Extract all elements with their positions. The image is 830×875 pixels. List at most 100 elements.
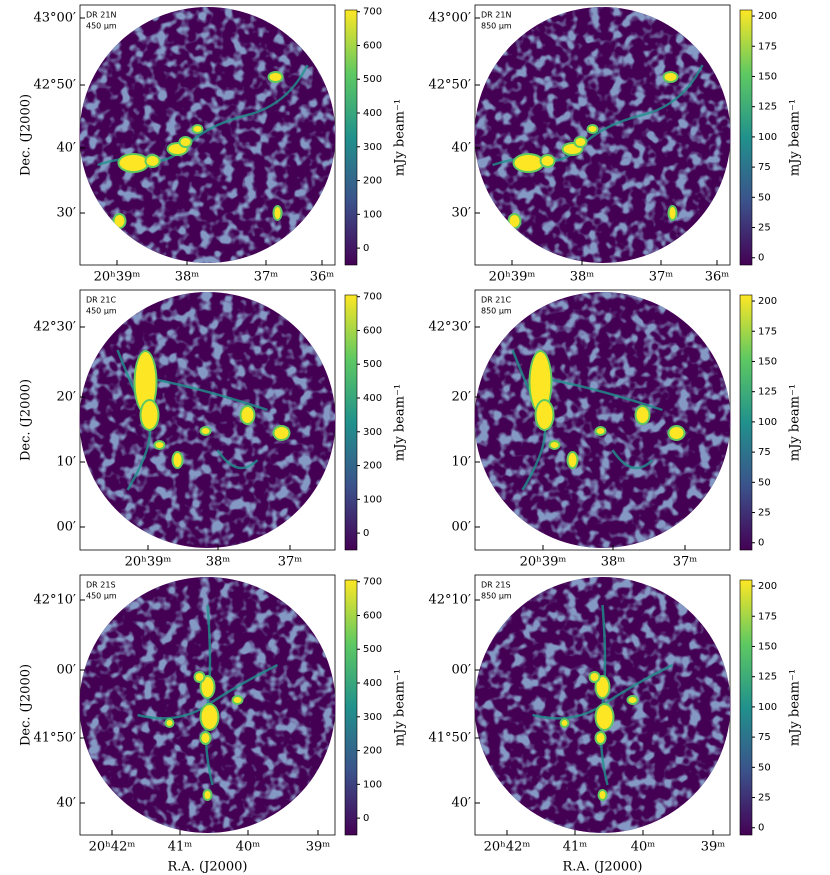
colorbar	[739, 579, 753, 836]
source	[588, 126, 597, 132]
colorbar-tick-label: 150	[758, 71, 777, 82]
source	[575, 138, 586, 146]
y-tick-label: 41°50′	[428, 731, 471, 746]
x-tick-label: 38ᵐ	[601, 555, 626, 570]
colorbar-tick-label: 200	[758, 296, 777, 307]
colorbar-tick-label: 125	[758, 672, 777, 683]
panel: DR 21N 450 μm 43°00′ 42°50′ 40′ 30′ 20ʰ39ᵐ 38ᵐ 3…	[33, 4, 408, 285]
y-axis-label: Dec. (J2000)	[19, 379, 34, 461]
colorbar-tick-label: 0	[363, 243, 369, 254]
source	[119, 155, 148, 171]
x-tick-label: 39ᵐ	[306, 840, 331, 855]
source	[509, 215, 520, 227]
colorbar-tick-label: 175	[758, 41, 777, 52]
colorbar-tick-label: 200	[758, 581, 777, 592]
x-tick-label: 36ᵐ	[310, 270, 335, 285]
colorbar-tick-label: 75	[758, 447, 771, 458]
y-tick-label: 30′	[452, 206, 472, 221]
y-tick-label: 40′	[57, 796, 77, 811]
colorbar-tick-label: 400	[363, 393, 382, 404]
source	[596, 733, 605, 743]
x-tick-label: 37ᵐ	[278, 555, 303, 570]
y-tick-label: 40′	[452, 796, 472, 811]
source	[274, 207, 281, 219]
panel: DR 21S 850 μm 42°10′ 00′ 41°50′ 40′ 20ʰ42ᵐ 41ᵐ 4…	[428, 574, 803, 875]
source	[201, 705, 218, 729]
y-tick-label: 42°10′	[428, 593, 471, 608]
source	[166, 720, 173, 726]
map-emission	[475, 7, 730, 263]
colorbar-tick-label: 100	[363, 494, 382, 505]
y-tick-label: 43°00′	[428, 11, 471, 26]
colorbar-tick-label: 700	[363, 292, 382, 303]
colorbar-tick-label: 700	[363, 7, 382, 18]
x-tick-label: 37ᵐ	[254, 270, 279, 285]
colorbar-tick-label: 125	[758, 102, 777, 113]
source	[204, 791, 211, 799]
x-tick-label: 36ᵐ	[705, 270, 730, 285]
source	[514, 155, 543, 171]
colorbar-label: mJy beam⁻¹	[788, 99, 803, 176]
colorbar-tick-label: 25	[758, 223, 771, 234]
y-tick-label: 42°10′	[33, 593, 76, 608]
region-label: DR 21C	[481, 296, 511, 305]
colorbar-tick-label: 50	[758, 762, 771, 773]
x-axis-label: R.A. (J2000)	[167, 860, 247, 875]
panel: DR 21C 450 μm 42°30′ 20′ 10′ 00′ 20ʰ39ᵐ 38ᵐ 37ᵐ 0…	[33, 289, 408, 570]
source	[530, 352, 551, 412]
y-tick-label: 42°30′	[428, 320, 471, 335]
x-axis-label: R.A. (J2000)	[562, 860, 642, 875]
source	[146, 156, 159, 166]
colorbar-tick-label: 100	[363, 779, 382, 790]
wavelength-label: 450 μm	[86, 22, 117, 31]
colorbar-tick-label: 75	[758, 732, 771, 743]
wavelength-label: 850 μm	[481, 592, 512, 601]
source	[596, 705, 613, 729]
y-tick-label: 42°30′	[33, 320, 76, 335]
y-tick-label: 20′	[452, 390, 472, 405]
colorbar-tick-label: 100	[758, 702, 777, 713]
region-label: DR 21S	[481, 581, 511, 590]
source	[155, 442, 164, 448]
colorbar	[344, 579, 358, 836]
colorbar-tick-label: 0	[758, 823, 764, 834]
y-tick-label: 00′	[57, 520, 77, 535]
source	[541, 156, 554, 166]
x-tick-label: 20ʰ42ᵐ	[89, 840, 136, 855]
colorbar-tick-label: 500	[363, 74, 382, 85]
colorbar	[344, 294, 358, 551]
colorbar-tick-label: 50	[758, 477, 771, 488]
map-emission	[80, 292, 335, 548]
source	[664, 73, 677, 81]
source	[590, 673, 599, 681]
y-axis-label: Dec. (J2000)	[19, 664, 34, 746]
region-label: DR 21N	[86, 11, 116, 20]
colorbar-tick-label: 600	[363, 610, 382, 621]
colorbar-tick-label: 125	[758, 387, 777, 398]
x-tick-label: 20ʰ39ᵐ	[489, 270, 536, 285]
x-tick-label: 38ᵐ	[570, 270, 595, 285]
x-tick-label: 20ʰ39ᵐ	[520, 555, 567, 570]
colorbar-label: mJy beam⁻¹	[788, 384, 803, 461]
region-label: DR 21S	[86, 581, 116, 590]
x-tick-label: 39ᵐ	[701, 840, 726, 855]
x-tick-label: 38ᵐ	[175, 270, 200, 285]
colorbar-tick-label: 300	[363, 142, 382, 153]
colorbar-tick-label: 50	[758, 192, 771, 203]
source	[596, 677, 609, 697]
region-label: DR 21N	[481, 11, 511, 20]
x-tick-label: 40ᵐ	[631, 840, 656, 855]
colorbar-tick-label: 150	[758, 641, 777, 652]
colorbar-tick-label: 300	[363, 712, 382, 723]
colorbar-tick-label: 600	[363, 325, 382, 336]
colorbar-tick-label: 600	[363, 40, 382, 51]
source	[195, 673, 204, 681]
source	[269, 73, 282, 81]
colorbar-label: mJy beam⁻¹	[788, 669, 803, 746]
panel: DR 21S 450 μm 42°10′ 00′ 41°50′ 40′ 20ʰ42ᵐ 41ᵐ 4…	[33, 574, 408, 875]
colorbar-tick-label: 100	[758, 417, 777, 428]
source	[669, 427, 684, 439]
map-emission	[80, 7, 335, 263]
source	[550, 442, 559, 448]
colorbar-tick-label: 500	[363, 359, 382, 370]
